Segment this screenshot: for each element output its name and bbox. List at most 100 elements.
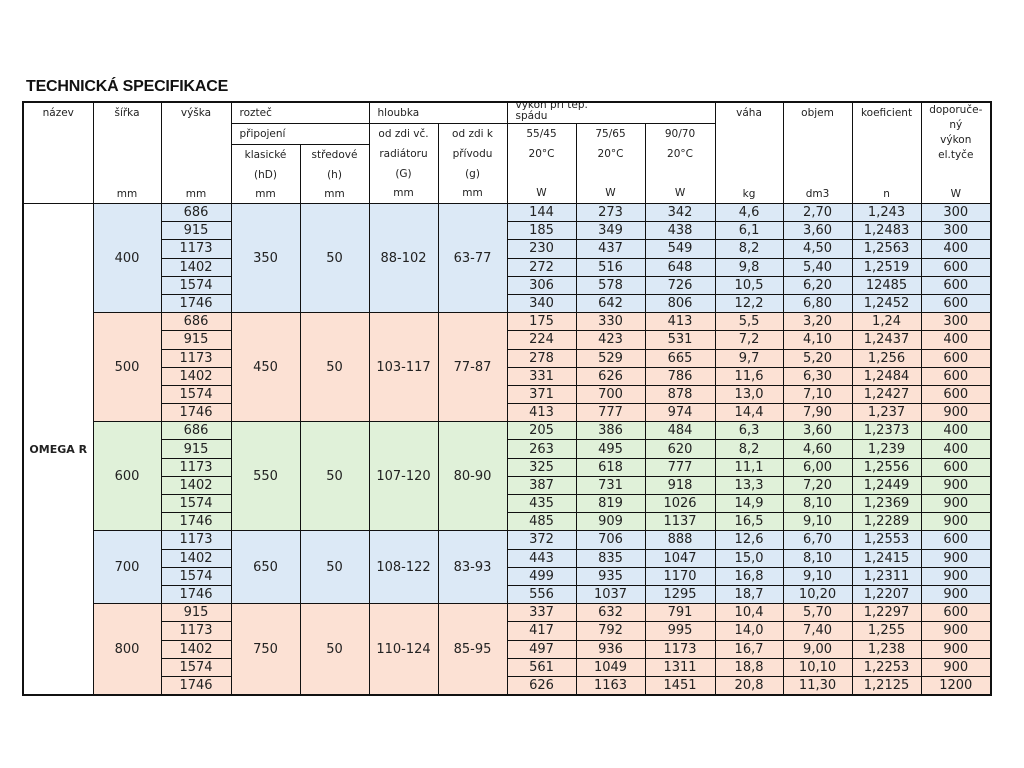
table-row: 1574 435 819 1026 14,9 8,10 1,2369 900: [23, 493, 992, 514]
header-hloubka-lines: hloubka: [378, 103, 507, 123]
table-row: 1574 371 700 878 13,0 7,10 1,2427 600: [23, 384, 992, 405]
header-vykon-content: výkon při tep. spádu: [516, 103, 715, 123]
vyska-cell: 1173: [160, 239, 232, 259]
header-sirka-label: šířka: [114, 107, 140, 119]
w75-cell: 495: [575, 439, 646, 459]
vaha-cell: 11,1: [714, 457, 784, 477]
table-row: 1746 626 1163 1451 20,8 11,30 1,2125 1200: [23, 675, 992, 696]
roztec-klasicke-cell: 750: [230, 603, 301, 696]
header-doporuceny-unit: W: [950, 188, 961, 200]
koeficient-cell: 1,2452: [851, 293, 922, 314]
w90-cell: 806: [644, 293, 716, 314]
vykon-cell: 400: [920, 421, 992, 441]
table-row: 1746 340 642 806 12,2 6,80 1,2452 600: [23, 293, 992, 314]
vykon-cell: 600: [920, 275, 992, 295]
vyska-cell: 1402: [160, 366, 232, 386]
vykon-cell: 900: [920, 548, 992, 568]
w90-cell: 791: [644, 603, 716, 623]
koeficient-cell: 12485: [851, 275, 922, 295]
header-objem-unit: dm3: [805, 188, 830, 200]
header-vykon-label: výkon při tep. spádu: [515, 102, 588, 122]
w55-cell: 205: [506, 421, 577, 441]
w75-cell: 632: [575, 603, 646, 623]
w75-cell: 731: [575, 475, 646, 496]
koeficient-cell: 1,2289: [851, 512, 922, 532]
w55-cell: 443: [506, 548, 577, 568]
vyska-cell: 1402: [160, 475, 232, 496]
header-t75-content: 75/65 20°C W: [577, 125, 644, 203]
hloubka-g-lower-cell: 85-95: [437, 603, 508, 696]
objem-cell: 6,80: [782, 293, 853, 314]
header-t90-lines: 90/70 20°C: [646, 125, 714, 165]
objem-cell: 9,10: [782, 512, 853, 532]
w90-cell: 413: [644, 312, 716, 332]
table-row: 1402 272 516 648 9,8 5,40 1,2519 600: [23, 257, 992, 277]
objem-cell: 6,70: [782, 530, 853, 550]
w75-cell: 935: [575, 566, 646, 586]
w90-cell: 648: [644, 257, 716, 277]
vykon-cell: 1200: [920, 675, 992, 696]
header-objem-label: objem: [801, 107, 834, 119]
header-doporuceny: doporuče-ný výkon el.tyče W: [920, 101, 992, 204]
header-doporuceny-line: doporuče-: [929, 104, 983, 116]
width-cell: 700: [92, 530, 162, 605]
koeficient-cell: 1,2484: [851, 366, 922, 386]
vykon-cell: 300: [920, 312, 992, 332]
width-cell: 400: [92, 202, 162, 314]
vaha-cell: 12,2: [714, 293, 784, 314]
header-vaha-label: váha: [736, 107, 762, 119]
hloubka-g-upper-cell: 103-117: [368, 312, 439, 423]
header-vaha-unit: kg: [742, 188, 756, 200]
vaha-cell: 10,4: [714, 603, 784, 623]
vaha-cell: 18,7: [714, 584, 784, 605]
vaha-cell: 12,6: [714, 530, 784, 550]
vykon-cell: 900: [920, 475, 992, 496]
vyska-cell: 1574: [160, 566, 232, 586]
w55-cell: 278: [506, 348, 577, 368]
header-vykon-lines: výkon při tep. spádu: [515, 102, 715, 122]
width-cell: 800: [92, 603, 162, 696]
vaha-cell: 8,2: [714, 439, 784, 459]
table-row: 1402 387 731 918 13,3 7,20 1,2449 900: [23, 475, 992, 496]
roztec-stredove-cell: 50: [299, 603, 370, 696]
table-row: 1574 499 935 1170 16,8 9,10 1,2311 900: [23, 566, 992, 586]
header-sirka-lines: šířka: [94, 103, 160, 123]
vaha-cell: 6,3: [714, 421, 784, 441]
vykon-cell: 600: [920, 384, 992, 405]
vaha-cell: 20,8: [714, 675, 784, 696]
w90-cell: 531: [644, 330, 716, 350]
header-row: název šířka mm výška mm rozteč hloubka výkon př…: [22, 101, 992, 204]
header-t55: 55/45 20°C W: [506, 123, 577, 204]
header-hloubka-content: hloubka: [378, 103, 507, 123]
w55-cell: 230: [506, 239, 577, 259]
w90-cell: 786: [644, 366, 716, 386]
table-row: 1746 413 777 974 14,4 7,90 1,237 900: [23, 403, 992, 423]
vaha-cell: 14,9: [714, 493, 784, 514]
header-klasicke-line: (hD): [254, 169, 277, 181]
w75-cell: 936: [575, 639, 646, 659]
table-row: 1746 556 1037 1295 18,7 10,20 1,2207 900: [23, 584, 992, 605]
vyska-cell: 1574: [160, 384, 232, 405]
table-row: 800 915 750 50 110-124 85-95 337 632 791 10,4 5,70…: [23, 603, 992, 696]
vaha-cell: 4,6: [714, 202, 784, 223]
header-nazev-label: název: [42, 107, 74, 119]
vyska-cell: 1173: [160, 457, 232, 477]
w75-cell: 777: [575, 403, 646, 423]
w90-cell: 888: [644, 530, 716, 550]
table-row: 1746 485 909 1137 16,5 9,10 1,2289 900: [23, 512, 992, 532]
model-name: OMEGA R: [22, 203, 94, 696]
header-nazev-content: název: [24, 103, 92, 203]
w55-cell: 263: [506, 439, 577, 459]
w75-cell: 700: [575, 384, 646, 405]
header-od-zdi-vc: od zdi vč. radiátoru (G) mm: [368, 123, 439, 204]
header-vyska-lines: výška: [162, 103, 230, 123]
table-row: 915 263 495 620 8,2 4,60 1,239 400: [23, 439, 992, 459]
vykon-cell: 600: [920, 257, 992, 277]
koeficient-cell: 1,2556: [851, 457, 922, 477]
koeficient-cell: 1,2253: [851, 657, 922, 677]
vaha-cell: 6,1: [714, 221, 784, 241]
hloubka-g-lower-cell: 77-87: [437, 312, 508, 423]
objem-cell: 10,20: [782, 584, 853, 605]
w55-cell: 413: [506, 403, 577, 423]
table-row: OMEGA R 400 686 350 50 88-102 63-77 144 273 342 4,…: [22, 202, 992, 696]
